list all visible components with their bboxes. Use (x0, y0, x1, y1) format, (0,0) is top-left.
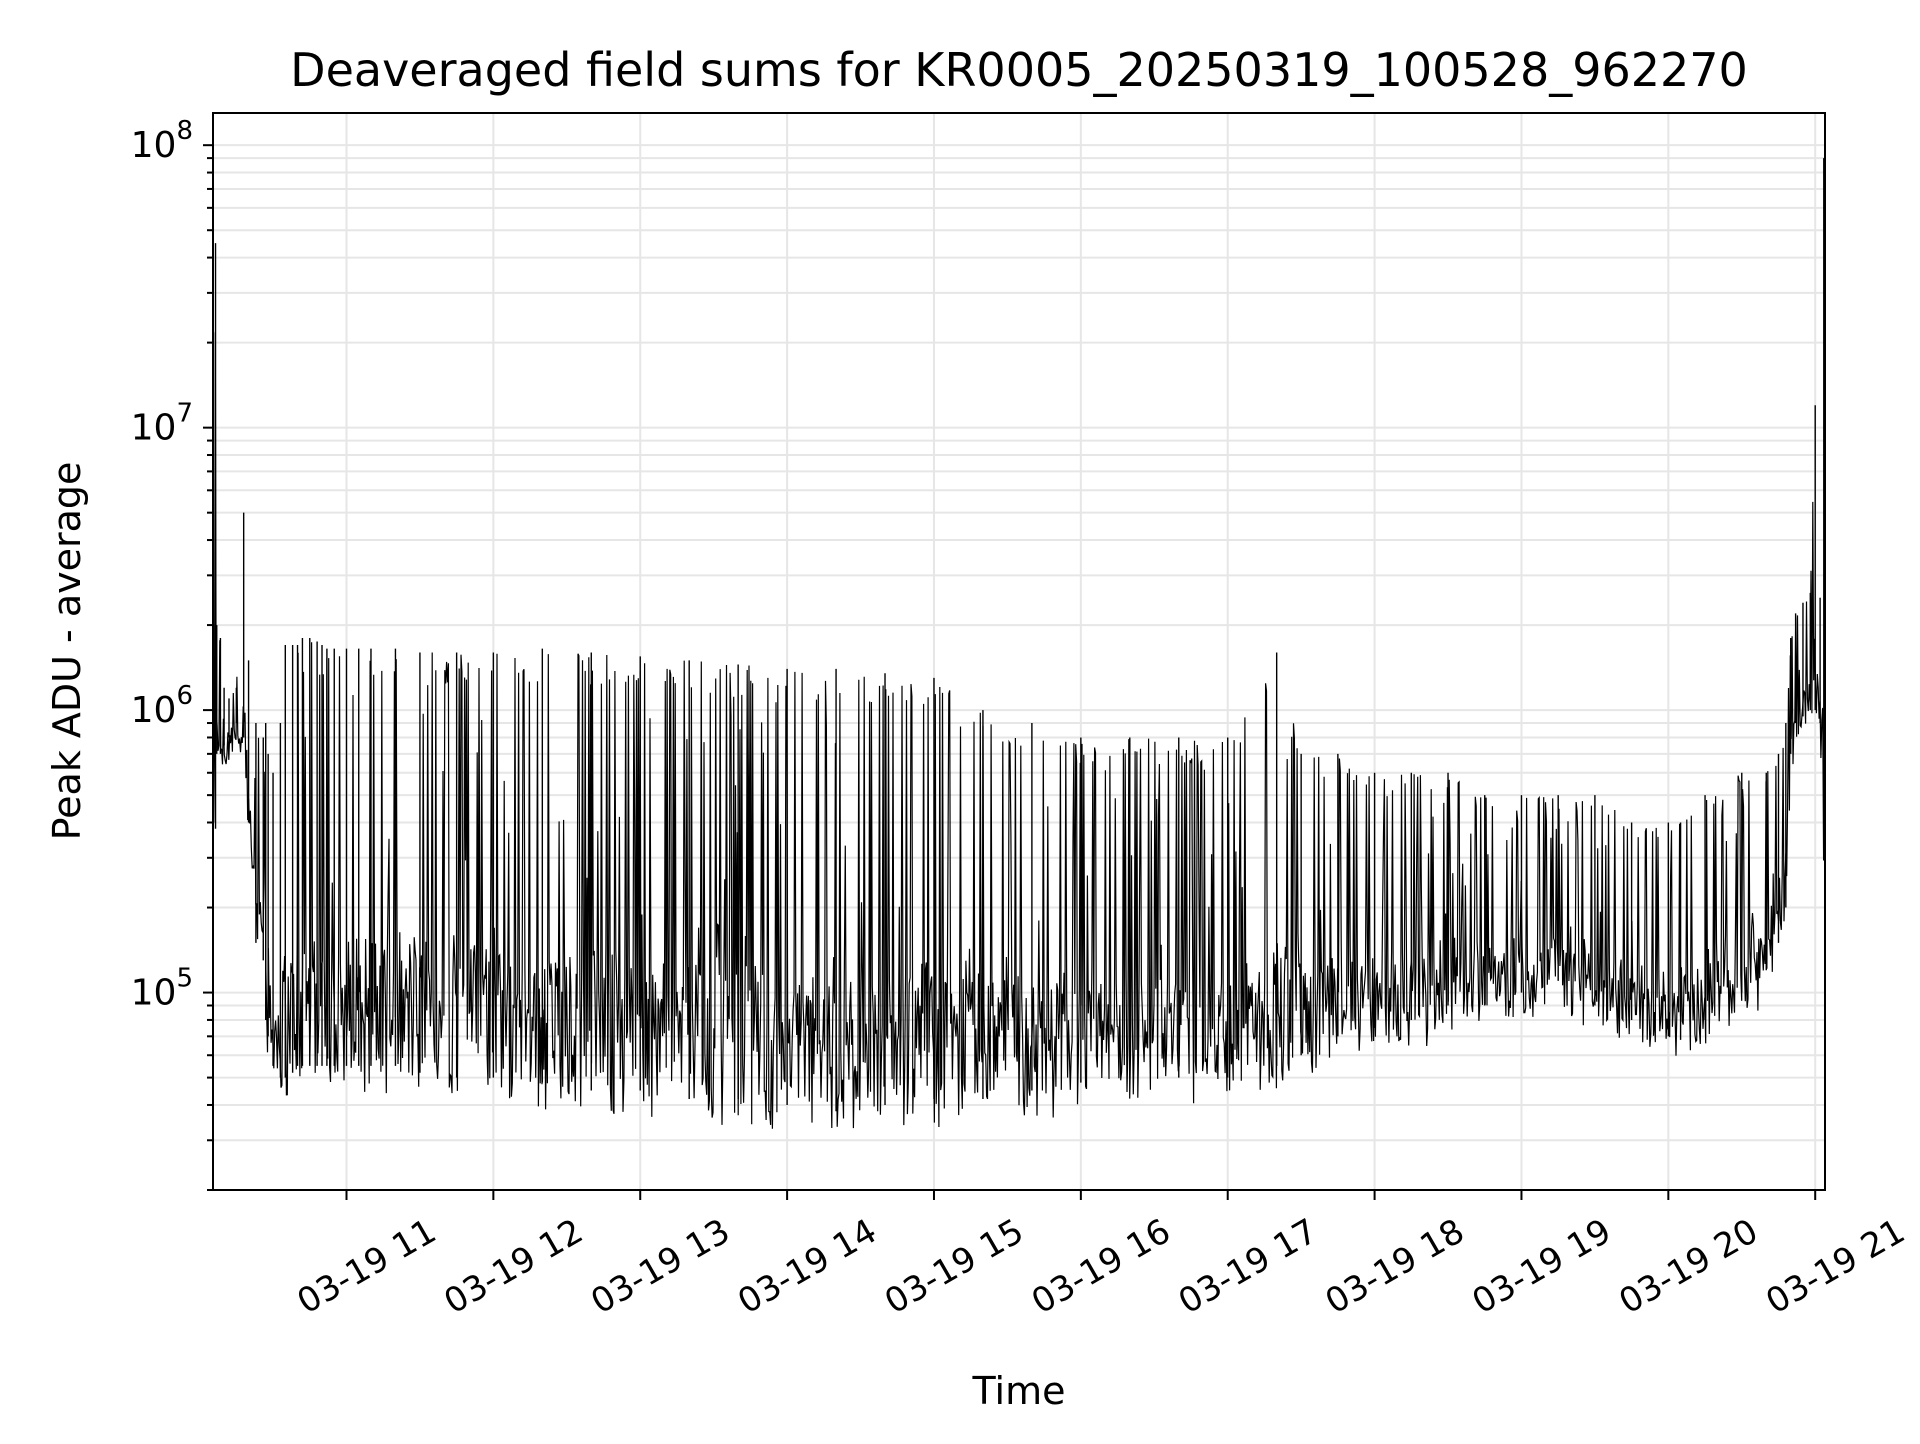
x-tick-label: 03-19 19 (1466, 1211, 1618, 1322)
x-tick-label: 03-19 13 (584, 1211, 736, 1322)
x-tick-label: 03-19 12 (437, 1211, 589, 1322)
x-tick-label: 03-19 17 (1172, 1211, 1324, 1322)
y-axis: 105 106 107 108 (131, 116, 213, 1191)
x-tick-label: 03-19 18 (1319, 1211, 1471, 1322)
y-tick-label: 105 (131, 964, 193, 1014)
plot-frame (212, 112, 1826, 1191)
x-tick-label: 03-19 20 (1612, 1211, 1764, 1322)
x-tick-label: 03-19 11 (291, 1211, 443, 1322)
y-tick-label: 107 (131, 399, 193, 449)
y-tick-label: 106 (131, 681, 193, 731)
data-series-line (212, 332, 1825, 1129)
series-layer (212, 158, 1825, 1129)
chart-title: Deaveraged field sums for KR0005_2025031… (290, 43, 1748, 97)
x-tick-label: 03-19 16 (1025, 1211, 1177, 1322)
x-tick-label: 03-19 21 (1759, 1211, 1911, 1322)
x-axis-label: Time (972, 1369, 1066, 1413)
y-axis-label: Peak ADU - average (45, 462, 89, 841)
x-tick-label: 03-19 14 (731, 1211, 883, 1322)
y-tick-label: 108 (131, 116, 193, 166)
x-tick-label: 03-19 15 (878, 1211, 1030, 1322)
